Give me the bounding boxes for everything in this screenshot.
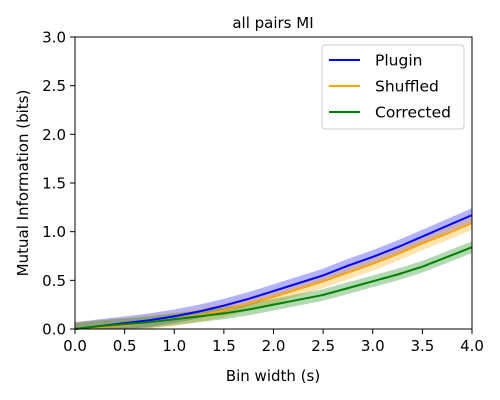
y-axis-title: Mutual Information (bits) (14, 90, 32, 277)
x-tick-label: 4.0 (460, 337, 484, 355)
y-tick-label: 1.0 (42, 223, 66, 241)
x-axis-title: Bin width (s) (226, 367, 320, 385)
y-tick-label: 0.0 (42, 321, 66, 339)
y-tick-label: 2.5 (42, 77, 66, 95)
legend-box (321, 44, 465, 130)
legend-label-corrected: Corrected (375, 104, 451, 122)
legend-label-shuffled: Shuffled (375, 78, 439, 96)
chart-title: all pairs MI (232, 14, 313, 32)
x-tick-label: 2.0 (262, 337, 286, 355)
x-tick-label: 1.5 (212, 337, 236, 355)
series-line-corrected (74, 246, 473, 330)
x-tick-label: 2.5 (311, 337, 335, 355)
x-tick-label: 0.0 (63, 337, 87, 355)
y-tick-label: 0.5 (42, 272, 66, 290)
x-tick-label: 3.0 (361, 337, 385, 355)
x-tick-label: 3.5 (410, 337, 434, 355)
x-tick-label: 1.0 (162, 337, 186, 355)
y-tick-label: 1.5 (42, 175, 66, 193)
legend: Plugin Shuffled Corrected (321, 44, 465, 130)
series-band-corrected (75, 241, 472, 329)
x-tick-label: 0.5 (113, 337, 137, 355)
legend-label-plugin: Plugin (375, 52, 422, 70)
series-line-plugin (74, 214, 473, 330)
plot-area: 0.0 0.5 1.0 1.5 2.0 2.5 3.0 3.5 4.0 0.0 0.5 1.0 1.5 2… (42, 29, 484, 356)
y-tick-label: 3.0 (42, 29, 66, 47)
y-tick-label: 2.0 (42, 126, 66, 144)
